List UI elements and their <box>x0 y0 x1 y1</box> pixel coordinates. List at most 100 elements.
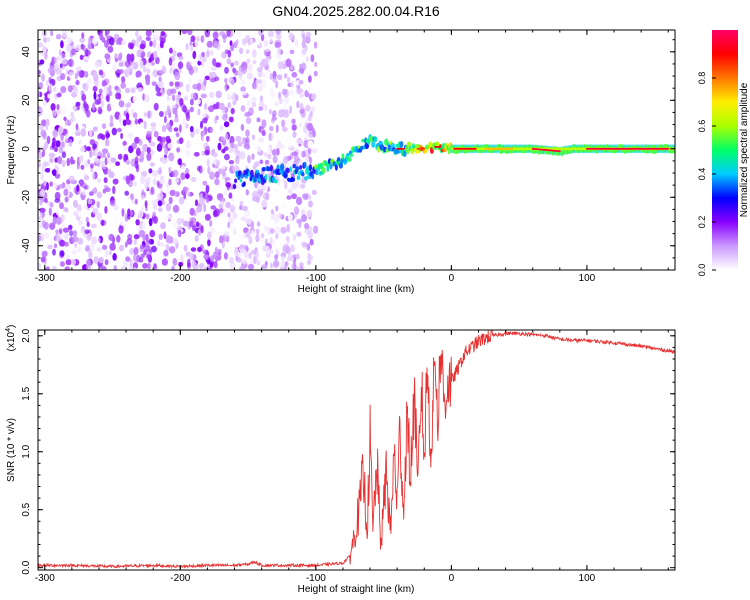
noise-blob <box>143 112 148 117</box>
noise-blob <box>77 246 82 253</box>
noise-blob <box>214 76 220 82</box>
noise-blob <box>108 37 115 46</box>
noise-blob <box>168 152 175 162</box>
noise-blob <box>43 180 47 187</box>
noise-blob <box>224 132 229 141</box>
noise-blob <box>148 57 152 63</box>
noise-blob <box>93 79 100 87</box>
noise-blob <box>310 54 315 63</box>
noise-blob <box>227 102 232 109</box>
noise-blob <box>38 91 41 98</box>
noise-blob <box>168 196 173 205</box>
snr-x-axis-label: Height of straight line (km) <box>298 584 415 595</box>
noise-blob <box>160 222 166 230</box>
noise-blob <box>293 154 300 162</box>
noise-blob <box>54 62 60 69</box>
noise-blob <box>105 130 110 139</box>
noise-blob <box>202 117 208 124</box>
noise-blob <box>116 234 121 243</box>
noise-blob <box>155 56 160 65</box>
noise-blob <box>51 141 56 149</box>
noise-blob <box>208 71 213 79</box>
noise-blob <box>132 95 138 104</box>
ridge-hotspot <box>531 147 561 153</box>
noise-blob <box>38 162 41 168</box>
noise-blob <box>240 86 246 93</box>
y-tick-label: 40 <box>21 46 32 58</box>
noise-blob <box>181 165 186 172</box>
noise-blob <box>59 250 65 257</box>
noise-blob <box>55 33 62 40</box>
noise-blob <box>241 91 248 96</box>
noise-blob <box>49 202 54 208</box>
noise-blob <box>158 233 163 241</box>
noise-blob <box>291 71 298 78</box>
noise-blob <box>127 214 131 220</box>
noise-blob <box>153 130 159 138</box>
noise-blob <box>144 74 151 82</box>
noise-blob <box>59 228 63 235</box>
noise-blob <box>215 115 219 121</box>
noise-blob <box>230 107 235 115</box>
noise-blob <box>130 193 134 200</box>
noise-blob <box>285 58 292 68</box>
noise-blob <box>128 264 134 270</box>
noise-blob <box>168 178 172 186</box>
noise-blob <box>38 263 42 269</box>
x-tick-label: -200 <box>170 273 190 284</box>
noise-blob <box>238 233 243 242</box>
noise-blob <box>118 61 124 67</box>
noise-blob <box>93 256 99 264</box>
noise-blob <box>252 59 257 65</box>
noise-blob <box>164 147 169 156</box>
noise-blob <box>51 109 58 116</box>
noise-blob <box>64 241 69 247</box>
noise-blob <box>69 230 74 237</box>
noise-blob <box>269 36 273 44</box>
noise-blob <box>39 212 43 219</box>
noise-blob <box>246 49 250 54</box>
noise-blob <box>68 210 74 215</box>
noise-blob <box>164 110 169 116</box>
noise-blob <box>220 222 224 230</box>
ridge-blob <box>292 163 296 169</box>
noise-blob <box>222 113 228 122</box>
noise-blob <box>92 85 98 92</box>
y-tick-label: -40 <box>21 238 32 253</box>
noise-blob <box>140 175 146 185</box>
noise-blob <box>296 87 302 95</box>
noise-blob <box>220 200 225 206</box>
noise-blob <box>232 212 238 220</box>
noise-blob <box>227 212 231 218</box>
noise-blob <box>87 42 93 50</box>
noise-blob <box>80 128 87 137</box>
noise-blob <box>143 103 149 110</box>
noise-blob <box>98 108 103 114</box>
noise-blob <box>296 196 303 206</box>
noise-blob <box>41 73 45 82</box>
noise-blob <box>261 130 266 137</box>
ridge-blob <box>291 177 296 182</box>
noise-blob <box>277 47 282 55</box>
noise-blob <box>79 37 86 43</box>
ridge-blob <box>334 164 338 171</box>
noise-blob <box>277 212 283 219</box>
noise-blob <box>52 216 57 225</box>
noise-blob <box>302 33 306 42</box>
noise-blob <box>40 256 46 263</box>
noise-blob <box>145 36 151 42</box>
noise-blob <box>241 205 248 212</box>
noise-blob <box>81 93 87 102</box>
noise-blob <box>184 95 189 101</box>
ridge-blob <box>234 178 238 183</box>
noise-blob <box>55 66 62 75</box>
noise-blob <box>75 123 79 131</box>
noise-blob <box>260 233 265 238</box>
noise-blob <box>214 171 220 179</box>
noise-blob <box>309 156 313 165</box>
noise-blob <box>170 88 177 94</box>
noise-blob <box>178 261 184 267</box>
noise-blob <box>159 179 166 185</box>
noise-blob <box>78 220 83 226</box>
